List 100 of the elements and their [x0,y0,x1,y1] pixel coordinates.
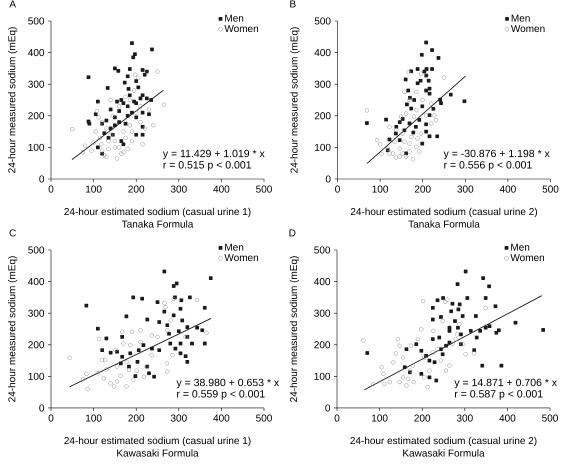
point [124,384,129,389]
point [420,104,424,108]
point [142,126,147,131]
point [450,342,455,346]
point [195,326,199,330]
point [417,149,422,154]
point [190,342,194,346]
y-tick-label: 500 [314,17,331,25]
point [180,318,184,322]
point [406,376,410,382]
y-tick-label: 100 [28,144,44,151]
point [448,329,452,333]
point [106,138,111,144]
point [474,314,478,318]
point [136,86,140,90]
point [184,354,188,358]
point [444,344,448,348]
point [162,300,166,306]
point [168,342,172,346]
point [396,336,400,342]
point [432,360,436,364]
y-tick-label: 300 [28,310,44,317]
point [202,342,207,346]
point [150,333,154,338]
point [398,120,402,124]
x-tick-label: 200 [414,186,431,193]
chart-title: D [289,229,296,236]
y-axis-title: 24-hour measured sodium (mEq) [290,256,300,402]
point [436,298,440,302]
point [140,110,144,114]
x-axis-title: 24-hour estimated sodium (casual urine 2) Kawasaki Formula [350,436,537,457]
point [172,284,176,288]
point [444,368,448,373]
point [384,118,388,122]
y-tick-label: 200 [28,112,44,120]
point [152,374,156,379]
x-tick-label: 100 [86,414,102,422]
point [117,109,122,113]
point [429,121,434,126]
point [133,72,138,77]
point [428,358,432,362]
point [134,374,138,378]
point [138,328,143,332]
point [420,98,425,102]
point [397,344,402,348]
point [387,124,392,129]
point [155,334,160,340]
point [134,79,138,83]
point [68,356,72,360]
point [439,315,443,319]
point [484,306,488,310]
point [130,41,134,45]
x-tick-label: 100 [372,414,388,422]
annotation: y = 38.980 + 0.653 * x [176,378,280,388]
point [99,142,104,146]
point [478,329,482,333]
point [150,48,154,52]
point [157,320,162,324]
point [188,296,192,300]
annotation: y = 11.429 + 1.019 * x [162,150,265,160]
point [541,328,546,332]
point [86,75,90,80]
point [124,122,128,126]
y-tick-label: 100 [315,144,331,151]
point [134,132,138,137]
point [200,328,204,332]
point [84,372,89,376]
point [134,101,138,105]
point [380,365,384,370]
point [456,326,460,330]
point [365,121,369,125]
point [424,122,428,126]
point [454,332,460,337]
point [392,140,397,144]
point [402,90,407,94]
point [108,126,112,130]
point [420,372,424,376]
point [466,296,470,300]
point [430,67,434,71]
point [113,66,117,70]
point [126,146,130,152]
y-tick-label: 500 [28,17,44,25]
point [150,346,154,350]
point [126,368,132,372]
point [121,150,126,154]
point [108,108,112,112]
x-axis-title: 24-hour estimated sodium (casual urine 2) Tanaka Formula [350,208,538,228]
point [371,382,376,386]
point [394,128,398,132]
point [157,348,162,352]
point [138,104,143,108]
point [102,358,108,362]
y-tick-label: 0 [39,404,44,412]
point [128,67,132,71]
point [130,138,134,144]
point [104,154,109,160]
point [147,112,151,116]
point [431,337,435,341]
point [104,367,109,372]
point [96,100,100,104]
